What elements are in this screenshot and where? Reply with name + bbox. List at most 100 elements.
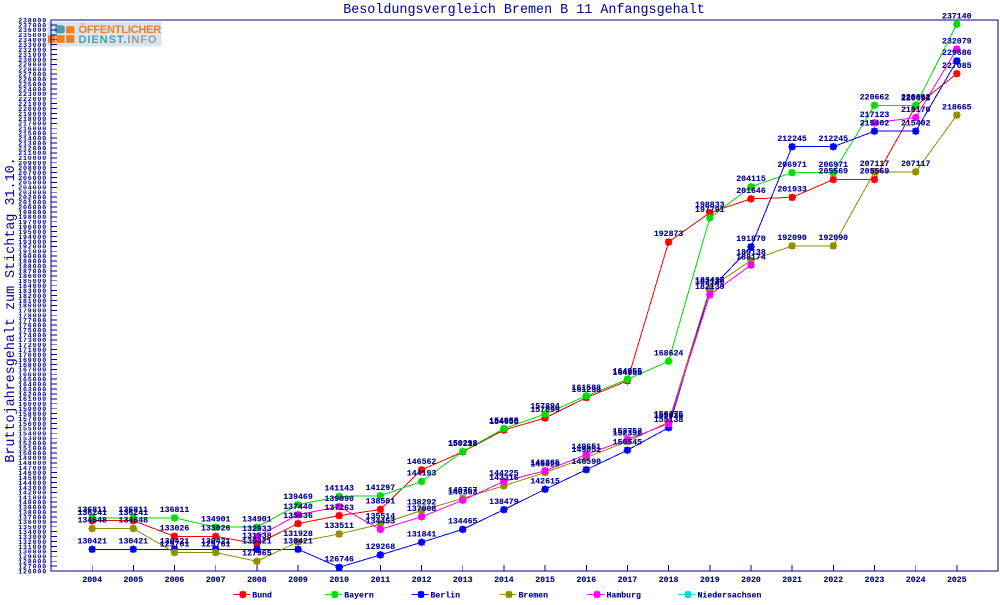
svg-text:192090: 192090 xyxy=(777,234,807,243)
svg-text:149651: 149651 xyxy=(572,443,602,452)
svg-text:156275: 156275 xyxy=(654,410,684,419)
svg-text:132933: 132933 xyxy=(242,525,272,534)
svg-text:132000: 132000 xyxy=(18,539,47,546)
svg-text:147000: 147000 xyxy=(18,465,47,472)
svg-text:129761: 129761 xyxy=(160,541,190,550)
svg-text:135000: 135000 xyxy=(18,524,47,531)
svg-text:157099: 157099 xyxy=(530,406,560,415)
svg-text:163000: 163000 xyxy=(18,386,47,393)
svg-text:176000: 176000 xyxy=(18,322,47,329)
svg-text:234000: 234000 xyxy=(18,37,47,44)
svg-text:193000: 193000 xyxy=(18,239,47,246)
svg-text:192090: 192090 xyxy=(819,234,849,243)
svg-text:228000: 228000 xyxy=(18,67,47,74)
svg-text:161238: 161238 xyxy=(572,386,602,395)
svg-text:140767: 140767 xyxy=(448,487,478,496)
svg-text:144193: 144193 xyxy=(407,470,437,479)
svg-text:174000: 174000 xyxy=(18,332,47,339)
svg-text:201000: 201000 xyxy=(18,199,47,206)
svg-text:192873: 192873 xyxy=(654,230,684,239)
svg-text:2015: 2015 xyxy=(535,576,555,585)
svg-text:164955: 164955 xyxy=(613,368,643,377)
svg-text:136000: 136000 xyxy=(18,519,47,526)
svg-text:237140: 237140 xyxy=(942,12,972,21)
svg-text:229000: 229000 xyxy=(18,62,47,69)
svg-text:126746: 126746 xyxy=(324,556,354,565)
svg-text:2008: 2008 xyxy=(247,576,267,585)
svg-text:165000: 165000 xyxy=(18,377,47,384)
svg-text:206971: 206971 xyxy=(819,161,849,170)
svg-text:218000: 218000 xyxy=(18,116,47,123)
svg-text:138479: 138479 xyxy=(489,498,519,507)
svg-text:149000: 149000 xyxy=(18,455,47,462)
svg-text:136241: 136241 xyxy=(77,509,107,518)
svg-text:2014: 2014 xyxy=(494,576,514,585)
svg-text:142000: 142000 xyxy=(18,490,47,497)
svg-text:131538: 131538 xyxy=(242,532,272,541)
svg-text:212000: 212000 xyxy=(18,145,47,152)
svg-text:2020: 2020 xyxy=(741,576,761,585)
svg-text:130421: 130421 xyxy=(283,538,313,547)
svg-text:229686: 229686 xyxy=(942,49,972,58)
svg-text:178000: 178000 xyxy=(18,313,47,320)
svg-text:230000: 230000 xyxy=(18,57,47,64)
svg-text:197000: 197000 xyxy=(18,219,47,226)
svg-text:195000: 195000 xyxy=(18,229,47,236)
svg-text:131841: 131841 xyxy=(407,531,437,540)
svg-text:128000: 128000 xyxy=(18,559,47,566)
svg-text:189138: 189138 xyxy=(736,249,766,258)
svg-text:134465: 134465 xyxy=(448,518,478,527)
svg-text:205569: 205569 xyxy=(819,168,849,177)
svg-text:Berlin: Berlin xyxy=(431,590,461,600)
svg-text:198833: 198833 xyxy=(695,201,725,210)
svg-text:237000: 237000 xyxy=(18,22,47,29)
svg-text:2018: 2018 xyxy=(659,576,679,585)
svg-text:2005: 2005 xyxy=(123,576,143,585)
svg-text:150000: 150000 xyxy=(18,450,47,457)
svg-text:144000: 144000 xyxy=(18,480,47,487)
svg-text:204000: 204000 xyxy=(18,185,47,192)
svg-text:154955: 154955 xyxy=(489,417,519,426)
svg-text:138292: 138292 xyxy=(407,499,437,508)
svg-text:Bund: Bund xyxy=(252,590,272,600)
svg-text:136811: 136811 xyxy=(77,506,107,515)
svg-text:2016: 2016 xyxy=(576,576,596,585)
svg-text:209000: 209000 xyxy=(18,160,47,167)
svg-text:218170: 218170 xyxy=(901,106,931,115)
svg-text:161588: 161588 xyxy=(572,384,602,393)
svg-text:146590: 146590 xyxy=(572,458,602,467)
svg-text:225000: 225000 xyxy=(18,81,47,88)
svg-text:185000: 185000 xyxy=(18,278,47,285)
svg-text:137263: 137263 xyxy=(324,504,354,513)
svg-text:236000: 236000 xyxy=(18,27,47,34)
svg-text:164000: 164000 xyxy=(18,382,47,389)
svg-text:207117: 207117 xyxy=(860,160,890,169)
svg-text:2013: 2013 xyxy=(453,576,473,585)
svg-text:152352: 152352 xyxy=(613,430,643,439)
svg-text:131000: 131000 xyxy=(18,544,47,551)
svg-text:138501: 138501 xyxy=(366,498,396,507)
svg-text:134453: 134453 xyxy=(366,518,396,527)
svg-text:205569: 205569 xyxy=(860,168,890,177)
svg-text:Hamburg: Hamburg xyxy=(607,590,641,600)
svg-text:217123: 217123 xyxy=(860,111,890,120)
svg-text:152752: 152752 xyxy=(613,428,643,437)
svg-text:224000: 224000 xyxy=(18,86,47,93)
svg-text:164655: 164655 xyxy=(613,369,643,378)
svg-text:148000: 148000 xyxy=(18,460,47,467)
svg-text:207117: 207117 xyxy=(901,160,931,169)
svg-text:144225: 144225 xyxy=(489,470,519,479)
svg-text:175000: 175000 xyxy=(18,327,47,334)
svg-text:130421: 130421 xyxy=(77,538,107,547)
svg-text:184000: 184000 xyxy=(18,283,47,290)
svg-text:168624: 168624 xyxy=(654,350,684,359)
svg-text:Bayern: Bayern xyxy=(344,591,374,600)
svg-text:201646: 201646 xyxy=(736,187,766,196)
svg-text:155000: 155000 xyxy=(18,426,47,433)
svg-text:ÖFFENTLICHER: ÖFFENTLICHER xyxy=(79,23,162,36)
svg-text:222000: 222000 xyxy=(18,96,47,103)
svg-text:177000: 177000 xyxy=(18,318,47,325)
svg-text:127000: 127000 xyxy=(18,564,47,571)
svg-text:202000: 202000 xyxy=(18,195,47,202)
svg-text:232000: 232000 xyxy=(18,47,47,54)
